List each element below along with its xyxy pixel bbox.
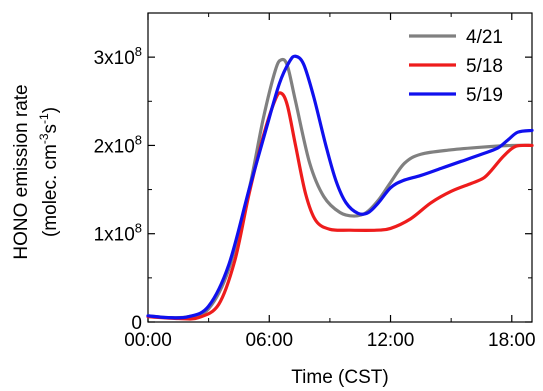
plot-frame xyxy=(147,12,533,323)
y-axis-unit-suffix: ) xyxy=(40,107,61,113)
y-axis-unit-mid: s xyxy=(40,124,61,134)
series-line-3 xyxy=(146,54,534,320)
x-tick-label: 12:00 xyxy=(367,330,415,351)
legend-label-3: 5/19 xyxy=(466,85,503,106)
legend-label-2: 5/18 xyxy=(466,56,503,77)
y-tick-label: 2x108 xyxy=(94,132,142,157)
y-axis-unit-sup2: -1 xyxy=(37,113,51,124)
y-axis-unit-prefix: (molec. cm xyxy=(40,144,61,237)
x-tick-label: 18:00 xyxy=(488,330,536,351)
y-tick-label: 3x108 xyxy=(94,44,142,69)
y-axis-unit-sup1: -3 xyxy=(37,133,51,144)
axis-ticks: 00:00 06:00 12:00 18:00 0 1x108 2x108 3x108 xyxy=(94,13,536,351)
x-tick-label: 00:00 xyxy=(124,330,172,351)
x-axis-title: Time (CST) xyxy=(291,367,388,388)
y-tick-label: 1x108 xyxy=(94,221,142,246)
y-axis-title-line2: (molec. cm-3s-1) xyxy=(37,107,61,237)
y-axis-title: HONO emission rate (molec. cm-3s-1) xyxy=(11,84,61,259)
series-line-2 xyxy=(146,91,534,321)
x-tick-label: 06:00 xyxy=(245,330,293,351)
series-lines xyxy=(146,54,534,321)
legend: 4/21 5/18 5/19 xyxy=(409,27,503,106)
legend-label-1: 4/21 xyxy=(466,27,503,48)
y-tick-label: 0 xyxy=(131,313,142,334)
y-axis-title-line1: HONO emission rate xyxy=(11,84,32,259)
